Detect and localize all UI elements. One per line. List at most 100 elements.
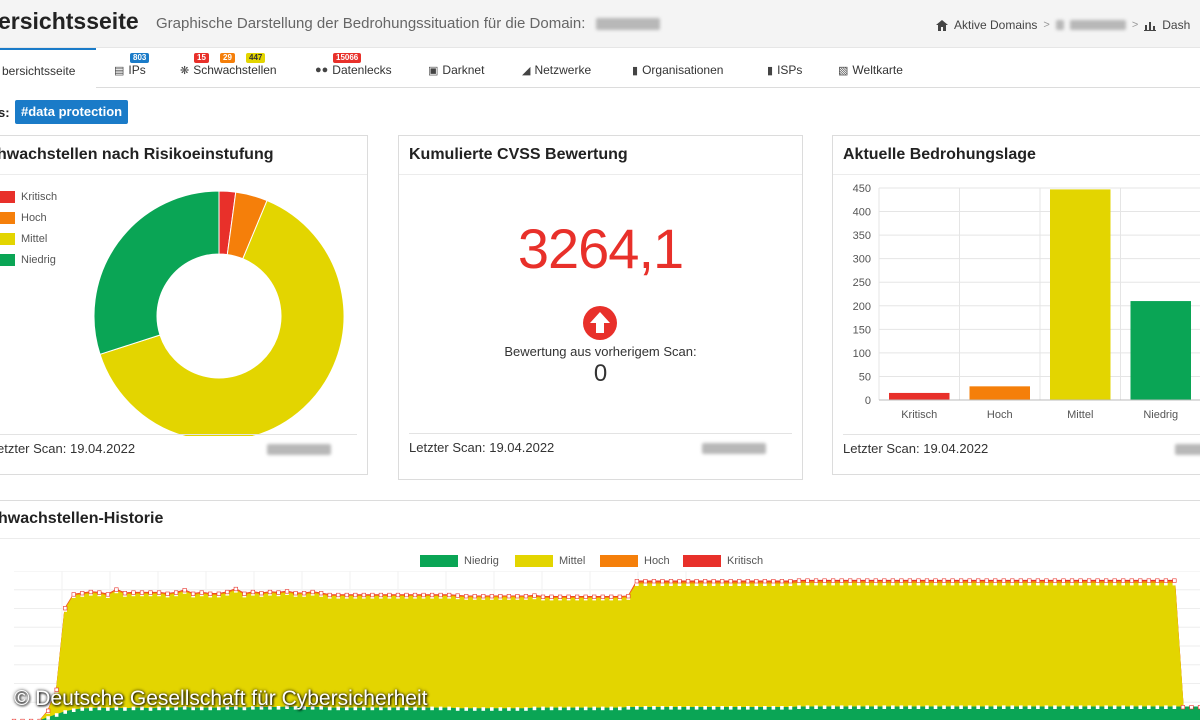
legend-item-niedrig[interactable]: Niedrig <box>0 254 56 266</box>
area-point-mittel <box>728 582 733 586</box>
area-point-kritisch <box>592 594 597 599</box>
area-point-kritisch <box>378 592 383 598</box>
cvss-card-divider <box>399 174 802 175</box>
history-legend-hoch[interactable]: Hoch <box>600 555 670 567</box>
area-point-niedrig <box>891 705 895 709</box>
tag-data-protection[interactable]: #data protection <box>15 100 129 124</box>
legend-swatch <box>0 212 15 224</box>
breadcrumb-active-domains[interactable]: Aktive Domains <box>954 18 1038 32</box>
area-point-niedrig <box>1155 705 1160 709</box>
copyright-watermark: © Deutsche Gesellschaft für Cybersicherh… <box>14 687 428 710</box>
area-point-kritisch <box>1052 578 1058 583</box>
area-point-niedrig <box>259 706 264 710</box>
bar-kritisch[interactable] <box>889 392 950 400</box>
bar-niedrig[interactable] <box>1130 301 1192 400</box>
area-point-kritisch <box>199 590 204 595</box>
area-point-mittel <box>771 582 776 586</box>
breadcrumb-dashboard[interactable]: Dash <box>1162 18 1191 32</box>
area-point-kritisch <box>813 578 819 583</box>
area-point-kritisch <box>421 592 426 598</box>
area-point-mittel <box>1147 581 1151 586</box>
bar-mittel[interactable] <box>1050 189 1111 400</box>
history-legend-niedrig[interactable]: Niedrig <box>420 555 499 567</box>
area-point-niedrig <box>97 706 102 711</box>
area-point-kritisch <box>122 591 128 596</box>
area-point-niedrig <box>882 705 887 709</box>
area-point-niedrig <box>148 707 153 711</box>
area-point-niedrig <box>498 707 503 711</box>
area-point-kritisch <box>831 578 836 583</box>
area-point-niedrig <box>234 706 238 710</box>
area-point-niedrig <box>549 706 554 711</box>
area-point-niedrig <box>635 706 639 710</box>
area-point-niedrig <box>71 708 76 712</box>
history-legend-mittel[interactable]: Mittel <box>515 555 585 567</box>
area-point-kritisch <box>455 593 460 598</box>
area-point-niedrig <box>788 706 793 710</box>
area-point-kritisch <box>1155 578 1160 583</box>
area-point-niedrig <box>1147 705 1151 709</box>
area-point-niedrig <box>336 706 341 711</box>
tab-world-map[interactable]: ▧ Weltkarte <box>838 48 903 88</box>
tab-ips-label: IPs <box>128 63 146 77</box>
legend-item-hoch[interactable]: Hoch <box>0 212 47 224</box>
area-point-niedrig <box>583 706 588 711</box>
area-point-niedrig <box>225 706 230 710</box>
area-point-mittel <box>745 582 750 586</box>
donut-slice-mittel[interactable] <box>99 199 345 436</box>
tab-isps[interactable]: ▮ ISPs <box>767 48 802 88</box>
area-point-niedrig <box>464 707 469 711</box>
area-point-niedrig <box>745 706 750 710</box>
area-point-mittel <box>1053 581 1057 586</box>
blurred-domain-crumb[interactable] <box>1069 20 1126 30</box>
area-point-mittel <box>1019 581 1023 586</box>
area-point-kritisch <box>472 594 477 599</box>
tab-data-leaks-label: Datenlecks <box>332 63 392 77</box>
tab-vulnerabilities[interactable]: ❋ Schwachstellen 15 29 447 <box>180 48 277 88</box>
tab-overview[interactable]: bersichtsseite <box>0 48 96 88</box>
area-point-kritisch <box>950 578 955 583</box>
area-point-mittel <box>925 581 929 586</box>
area-point-niedrig <box>1104 705 1108 709</box>
tab-ips[interactable]: ▤ IPs 803 <box>114 48 150 88</box>
tab-organisations[interactable]: ▮ Organisationen <box>632 48 723 88</box>
area-point-niedrig <box>1095 705 1100 709</box>
area-point-kritisch <box>489 594 494 599</box>
area-point-niedrig <box>669 706 673 710</box>
legend-label: Kritisch <box>21 191 58 203</box>
area-point-kritisch <box>310 589 315 595</box>
tab-data-leaks[interactable]: ●● Datenlecks 15066 <box>315 48 392 88</box>
area-point-kritisch <box>762 579 767 584</box>
tab-darknet[interactable]: ▣ Darknet <box>428 48 484 88</box>
area-point-kritisch <box>1138 578 1143 583</box>
breadcrumb: Aktive Domains > > Dash <box>936 18 1190 32</box>
area-series-niedrig[interactable] <box>14 706 1200 720</box>
area-point-niedrig <box>1019 705 1023 709</box>
area-point-niedrig <box>1164 705 1168 709</box>
area-point-niedrig <box>848 705 852 709</box>
area-point-kritisch <box>71 592 76 597</box>
cvss-score: 3264,1 <box>517 217 684 280</box>
history-title: hwachstellen-Historie <box>0 510 164 527</box>
history-legend-kritisch[interactable]: Kritisch <box>683 555 763 567</box>
area-point-kritisch <box>242 591 247 596</box>
area-point-kritisch <box>105 592 110 597</box>
area-point-kritisch <box>873 578 878 583</box>
area-point-niedrig <box>754 706 759 710</box>
area-point-kritisch <box>848 578 853 583</box>
donut-slice-niedrig[interactable] <box>93 190 220 355</box>
legend-item-kritisch[interactable]: Kritisch <box>0 191 57 203</box>
area-point-niedrig <box>711 706 716 710</box>
area-point-kritisch <box>907 578 912 583</box>
area-point-kritisch <box>1069 578 1075 583</box>
legend-item-mittel[interactable]: Mittel <box>0 233 47 245</box>
bar-hoch[interactable] <box>969 386 1031 400</box>
area-point-niedrig <box>1070 705 1074 709</box>
bar-y-tick: 100 <box>853 348 871 360</box>
area-point-kritisch <box>822 578 827 583</box>
area-point-niedrig <box>157 706 161 711</box>
area-point-niedrig <box>600 706 605 711</box>
area-point-kritisch <box>1121 578 1126 583</box>
tab-networks[interactable]: ◢ Netzwerke <box>522 48 591 88</box>
breadcrumb-separator: > <box>1043 19 1050 31</box>
